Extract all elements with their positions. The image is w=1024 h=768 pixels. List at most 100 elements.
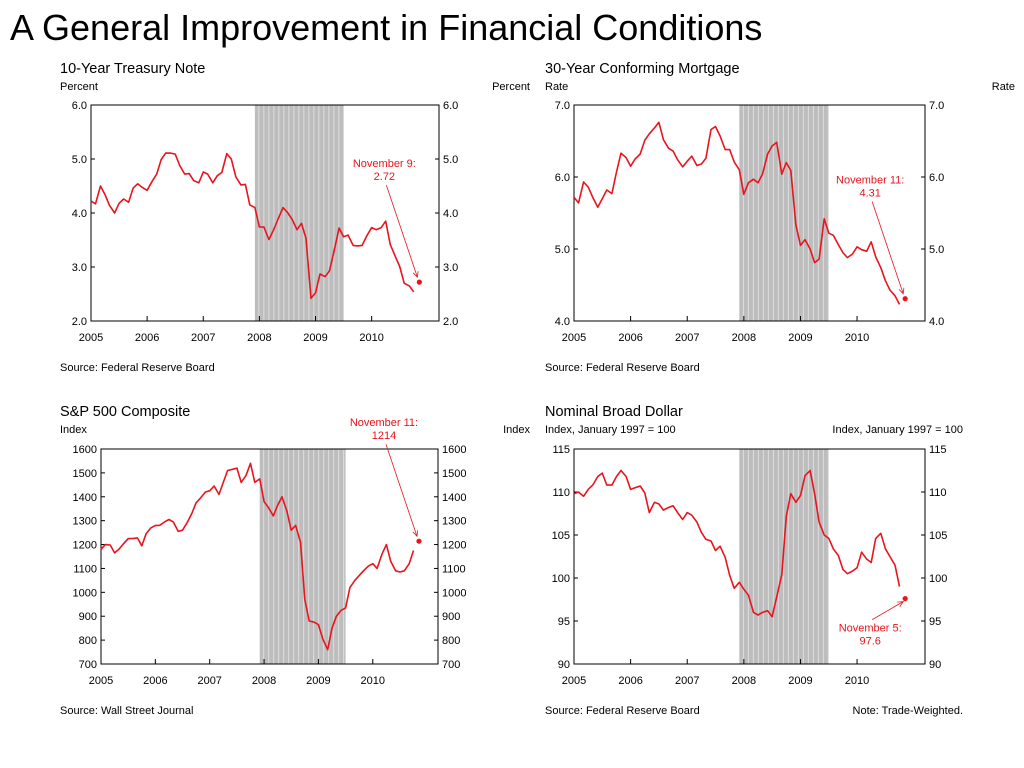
source-note: Source: Wall Street Journal <box>60 705 194 717</box>
trade-weighted-note: Note: Trade-Weighted. <box>852 705 963 717</box>
x-tick-label: 2008 <box>732 332 756 344</box>
x-tick-label: 2009 <box>306 675 330 687</box>
latest-value-dot <box>416 538 422 544</box>
y-tick-label-right: 1300 <box>442 516 466 528</box>
dollar-panel: Nominal Broad Dollar Index, January 1997… <box>545 404 963 744</box>
x-tick-label: 2007 <box>191 332 215 344</box>
x-tick-label: 2009 <box>303 332 327 344</box>
x-tick-label: 2007 <box>675 332 699 344</box>
annotation-label: November 9: <box>353 158 416 170</box>
recession-shading <box>259 449 346 664</box>
y-tick-label-left: 105 <box>552 530 570 542</box>
mortgage-panel: 30-Year Conforming Mortgage Rate Rate 4.… <box>545 61 1015 401</box>
x-tick-label: 2005 <box>89 675 113 687</box>
y-tick-label-right: 7.0 <box>929 100 944 112</box>
right-axis-unit: Percent <box>492 81 530 93</box>
annotation-value: 1214 <box>372 430 396 442</box>
y-tick-label-left: 4.0 <box>72 208 87 220</box>
y-tick-label-left: 5.0 <box>555 244 570 256</box>
annotation-arrowhead <box>898 287 905 295</box>
left-axis-unit: Rate <box>545 81 569 93</box>
latest-value-dot <box>416 279 422 285</box>
chart-title: Nominal Broad Dollar <box>545 404 683 420</box>
page-title: A General Improvement in Financial Condi… <box>10 7 763 48</box>
y-tick-label-left: 6.0 <box>555 172 570 184</box>
y-tick-label-right: 1100 <box>442 563 466 575</box>
y-tick-label-left: 90 <box>558 659 570 671</box>
y-tick-label-left: 7.0 <box>555 100 570 112</box>
y-tick-label-right: 1400 <box>442 492 466 504</box>
y-tick-label-left: 1600 <box>73 444 97 456</box>
y-tick-label-right: 100 <box>929 573 947 585</box>
dollar-chart: 90 90 95 95 100 100 105 105 110 110 115 115 2005 2006… <box>552 444 948 687</box>
treasury-chart: 2.0 2.0 3.0 3.0 4.0 4.0 5.0 5.0 6.0 6.0 2005 2006 20… <box>72 100 459 344</box>
annotation-arrow <box>871 601 904 620</box>
series-line <box>90 152 415 300</box>
right-axis-unit: Index <box>503 424 530 436</box>
left-axis-unit: Percent <box>60 81 98 93</box>
series-line <box>573 469 901 618</box>
annotation-value: 2.72 <box>374 171 395 183</box>
left-axis-unit: Index, January 1997 = 100 <box>545 424 676 436</box>
series-line <box>573 121 901 305</box>
latest-value-dot <box>902 596 908 602</box>
y-tick-label-right: 900 <box>442 611 460 623</box>
y-tick-label-left: 115 <box>552 444 570 456</box>
x-tick-label: 2007 <box>197 675 221 687</box>
y-tick-label-right: 3.0 <box>443 262 458 274</box>
chart-title: 30-Year Conforming Mortgage <box>545 61 740 77</box>
y-tick-label-right: 700 <box>442 659 460 671</box>
annotation-arrowhead <box>412 530 419 538</box>
treasury-panel: 10-Year Treasury Note Percent Percent 2.… <box>60 61 530 401</box>
y-tick-label-left: 1100 <box>73 563 97 575</box>
y-tick-label-left: 900 <box>79 611 97 623</box>
x-tick-label: 2007 <box>675 675 699 687</box>
x-tick-label: 2010 <box>845 675 869 687</box>
mortgage-chart: 4.0 4.0 5.0 5.0 6.0 6.0 7.0 7.0 2005 2006 2007 2008… <box>555 100 945 344</box>
x-tick-label: 2005 <box>562 675 586 687</box>
y-tick-label-left: 3.0 <box>72 262 87 274</box>
y-tick-label-right: 5.0 <box>929 244 944 256</box>
y-tick-label-left: 95 <box>558 616 570 628</box>
y-tick-label-left: 1000 <box>73 587 97 599</box>
y-tick-label-right: 2.0 <box>443 316 458 328</box>
left-axis-unit: Index <box>60 424 87 436</box>
y-tick-label-left: 4.0 <box>555 316 570 328</box>
y-tick-label-right: 4.0 <box>929 316 944 328</box>
y-tick-label-left: 2.0 <box>72 316 87 328</box>
annotation-arrowhead <box>897 601 905 607</box>
x-tick-label: 2010 <box>845 332 869 344</box>
y-tick-label-left: 5.0 <box>72 154 87 166</box>
x-tick-label: 2006 <box>143 675 167 687</box>
latest-value-dot <box>902 296 908 302</box>
annotation-label: November 11: <box>350 417 418 429</box>
plot-frame <box>573 448 926 665</box>
annotation-label: November 5: <box>839 623 902 635</box>
y-tick-label-right: 4.0 <box>443 208 458 220</box>
annotation-label: November 11: <box>836 175 904 187</box>
annotation-arrowhead <box>412 271 419 278</box>
x-tick-label: 2009 <box>788 332 812 344</box>
source-note: Source: Federal Reserve Board <box>60 362 215 374</box>
y-tick-label-right: 1200 <box>442 540 466 552</box>
y-tick-label-left: 1500 <box>73 468 97 480</box>
y-tick-label-left: 800 <box>79 635 97 647</box>
y-tick-label-right: 1600 <box>442 444 466 456</box>
x-tick-label: 2008 <box>732 675 756 687</box>
y-tick-label-right: 1000 <box>442 587 466 599</box>
annotation-arrow <box>385 444 418 537</box>
x-tick-label: 2005 <box>79 332 103 344</box>
x-tick-label: 2010 <box>361 675 385 687</box>
series-line <box>100 462 415 651</box>
y-tick-label-right: 115 <box>929 444 947 456</box>
y-tick-label-left: 1400 <box>73 492 97 504</box>
y-tick-label-left: 100 <box>552 573 570 585</box>
x-tick-label: 2006 <box>618 332 642 344</box>
annotation-arrow <box>871 201 904 294</box>
plot-frame <box>100 448 439 665</box>
x-tick-label: 2006 <box>618 675 642 687</box>
y-tick-label-right: 800 <box>442 635 460 647</box>
chart-title: 10-Year Treasury Note <box>60 61 206 77</box>
y-tick-label-right: 5.0 <box>443 154 458 166</box>
y-tick-label-right: 105 <box>929 530 947 542</box>
